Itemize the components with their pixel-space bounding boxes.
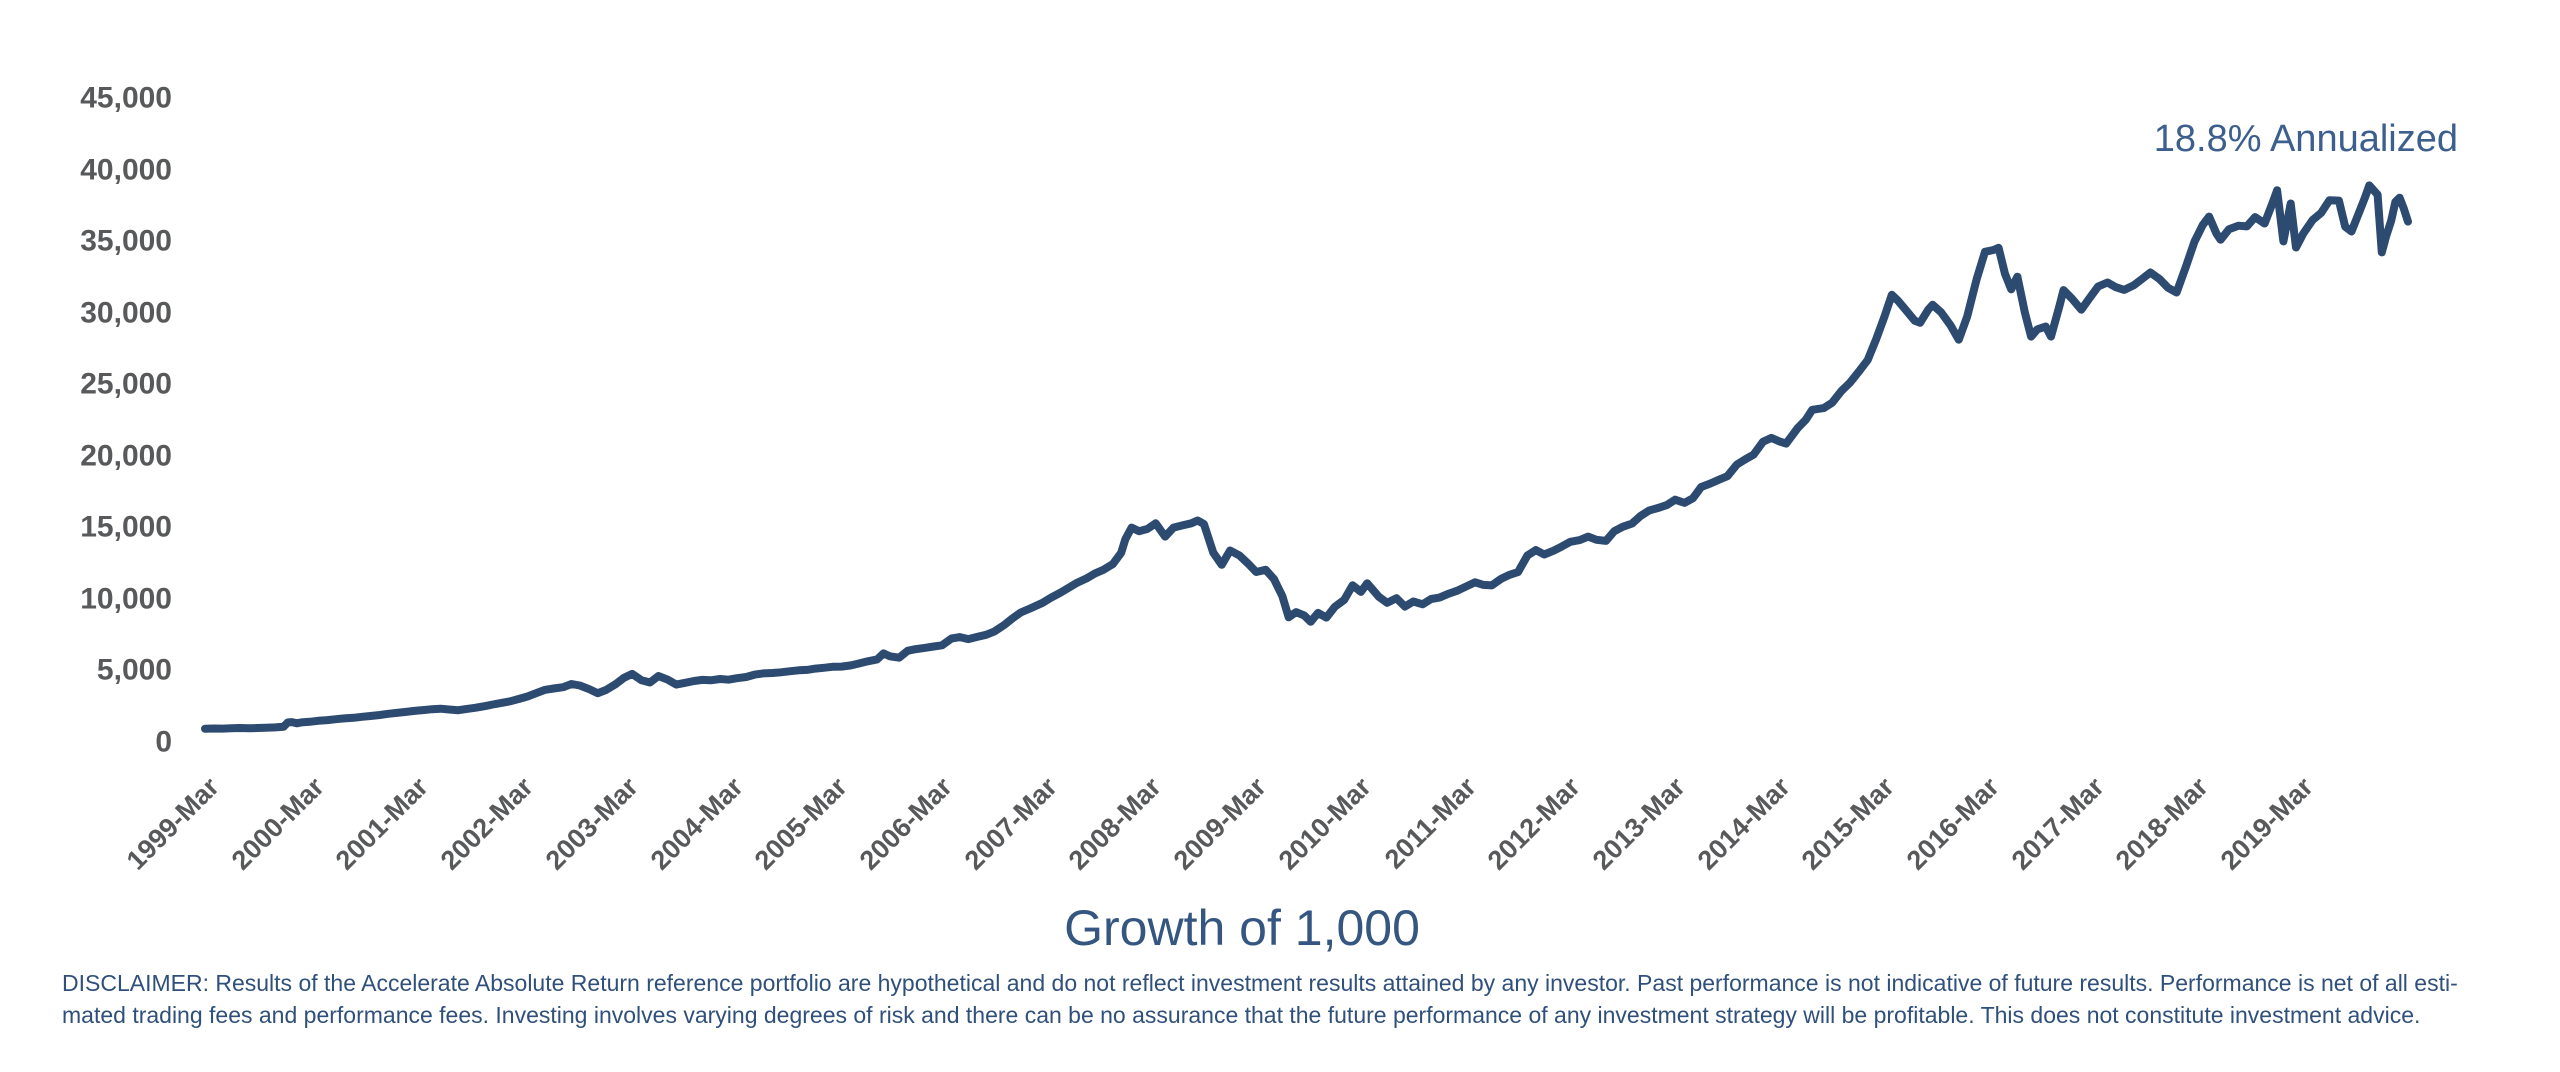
- y-axis-tick-label: 40,000: [80, 152, 172, 186]
- y-axis-tick-label: 10,000: [80, 582, 172, 616]
- y-axis-tick-label: 0: [155, 725, 172, 759]
- y-axis-tick-label: 15,000: [80, 510, 172, 544]
- y-axis-tick-label: 35,000: [80, 224, 172, 258]
- portfolio-growth-line: [201, 181, 2412, 733]
- annualized-return-annotation: 18.8% Annualized: [2153, 118, 2458, 160]
- disclaimer-text: DISCLAIMER: Results of the Accelerate Ab…: [62, 968, 2458, 1031]
- y-axis-tick-label: 30,000: [80, 296, 172, 330]
- chart-title: Growth of 1,000: [1064, 900, 1420, 956]
- disclaimer-line-2: mated trading fees and performance fees.…: [62, 1001, 2421, 1028]
- y-axis-tick-label: 5,000: [96, 653, 172, 687]
- y-axis-tick-label: 25,000: [80, 367, 172, 401]
- disclaimer-line-1: DISCLAIMER: Results of the Accelerate Ab…: [62, 970, 2458, 996]
- y-axis-tick-label: 20,000: [80, 439, 172, 473]
- y-axis-tick-label: 45,000: [80, 81, 172, 115]
